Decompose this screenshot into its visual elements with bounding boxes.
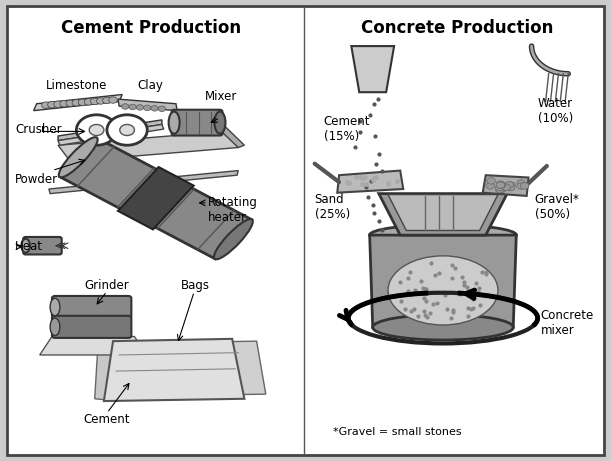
Circle shape (151, 106, 158, 111)
Circle shape (487, 177, 496, 184)
Circle shape (90, 98, 99, 105)
Ellipse shape (59, 137, 98, 177)
Circle shape (54, 101, 62, 107)
Circle shape (158, 106, 166, 112)
Circle shape (42, 102, 50, 108)
Text: Mixer: Mixer (205, 90, 237, 103)
Text: Gravel*
(50%): Gravel* (50%) (535, 194, 579, 221)
Ellipse shape (50, 298, 60, 316)
FancyBboxPatch shape (52, 316, 131, 338)
Circle shape (496, 184, 504, 191)
Polygon shape (217, 124, 244, 148)
Ellipse shape (370, 225, 516, 245)
Text: Sand
(25%): Sand (25%) (315, 194, 350, 221)
Polygon shape (34, 95, 122, 111)
Polygon shape (95, 346, 119, 401)
Polygon shape (58, 124, 164, 145)
Circle shape (78, 99, 87, 106)
FancyBboxPatch shape (52, 296, 131, 318)
Ellipse shape (50, 318, 60, 336)
Circle shape (502, 184, 511, 190)
Polygon shape (370, 235, 516, 327)
Text: Clay: Clay (137, 79, 163, 92)
Circle shape (144, 105, 151, 111)
Text: Cement Production: Cement Production (62, 18, 241, 37)
Circle shape (107, 115, 147, 145)
Polygon shape (388, 195, 498, 230)
Polygon shape (483, 175, 529, 196)
Text: Cement: Cement (84, 413, 130, 426)
Polygon shape (351, 46, 394, 92)
Circle shape (129, 104, 136, 110)
Circle shape (97, 98, 105, 104)
Ellipse shape (21, 239, 30, 253)
Text: Powder: Powder (15, 173, 59, 186)
Text: Concrete
mixer: Concrete mixer (541, 309, 594, 337)
Circle shape (109, 97, 117, 103)
Circle shape (496, 181, 505, 187)
Circle shape (103, 97, 111, 104)
FancyBboxPatch shape (172, 110, 222, 136)
Ellipse shape (388, 256, 498, 325)
Polygon shape (40, 337, 147, 355)
Text: Grinder: Grinder (84, 279, 130, 292)
Circle shape (496, 186, 504, 193)
Circle shape (496, 182, 505, 189)
Text: Heat: Heat (15, 240, 43, 253)
Polygon shape (379, 194, 507, 235)
Ellipse shape (169, 112, 180, 134)
Polygon shape (118, 167, 194, 230)
Circle shape (76, 115, 117, 145)
Ellipse shape (214, 219, 253, 260)
Circle shape (517, 180, 525, 186)
Circle shape (89, 124, 104, 136)
Circle shape (122, 104, 129, 109)
Text: Crusher: Crusher (15, 123, 62, 136)
Polygon shape (60, 137, 252, 259)
Text: Bags: Bags (181, 279, 210, 292)
FancyBboxPatch shape (23, 237, 62, 254)
Circle shape (120, 124, 134, 136)
Circle shape (521, 183, 529, 189)
Circle shape (517, 183, 525, 189)
Circle shape (48, 101, 56, 108)
Polygon shape (49, 171, 238, 194)
Text: *Gravel = small stones: *Gravel = small stones (333, 427, 462, 437)
Text: Cement
(15%): Cement (15%) (324, 115, 370, 143)
Polygon shape (58, 131, 238, 161)
Circle shape (72, 100, 81, 106)
Polygon shape (113, 341, 266, 396)
Polygon shape (104, 339, 244, 401)
Circle shape (486, 183, 494, 189)
Text: Concrete Production: Concrete Production (361, 18, 553, 37)
Circle shape (497, 186, 506, 193)
Circle shape (84, 99, 93, 105)
Text: Rotating
heater: Rotating heater (208, 196, 258, 224)
Circle shape (497, 182, 505, 189)
Circle shape (66, 100, 75, 106)
Circle shape (60, 100, 68, 107)
Circle shape (505, 182, 513, 188)
Polygon shape (337, 171, 403, 193)
Text: Limestone: Limestone (46, 79, 107, 92)
Polygon shape (118, 99, 177, 111)
Ellipse shape (373, 315, 513, 340)
Circle shape (507, 182, 515, 189)
Polygon shape (58, 120, 162, 141)
Circle shape (507, 184, 515, 191)
Circle shape (136, 105, 144, 110)
Text: Water
(10%): Water (10%) (538, 97, 573, 124)
Ellipse shape (214, 112, 225, 134)
